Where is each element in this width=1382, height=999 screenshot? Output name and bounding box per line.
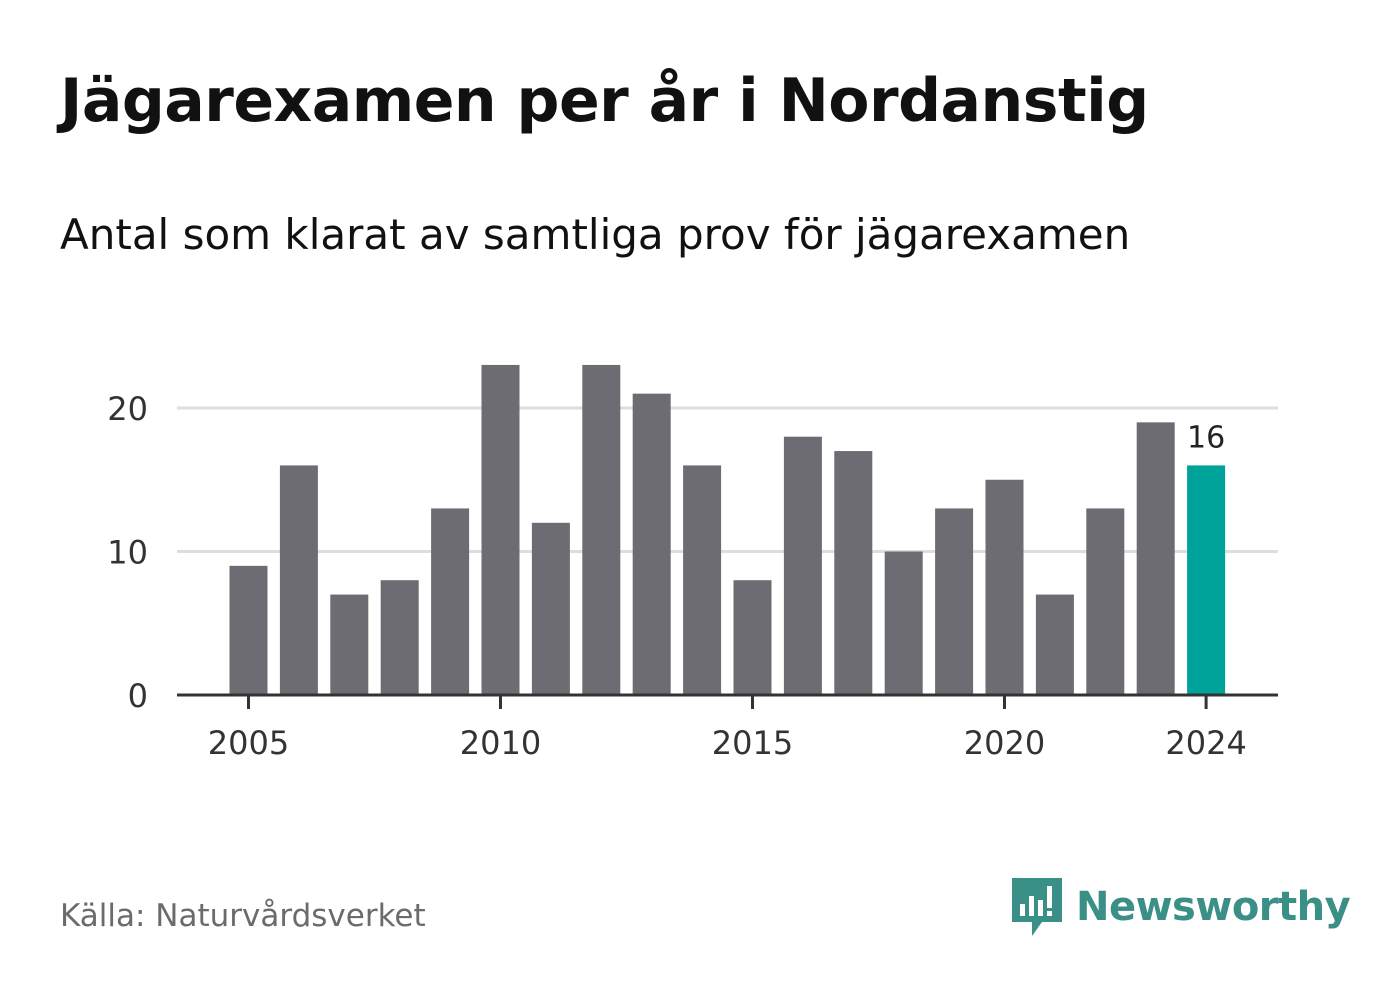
bar-2021 xyxy=(1035,594,1074,695)
chart-title: Jägarexamen per år i Nordanstig xyxy=(60,66,1149,136)
chart-subtitle: Antal som klarat av samtliga prov för jä… xyxy=(60,210,1131,259)
bar-2020 xyxy=(985,479,1024,695)
bar-2015 xyxy=(733,580,772,695)
brand-logo: Newsworthy xyxy=(1010,876,1351,938)
y-tick-label: 10 xyxy=(107,534,148,572)
bar-2011 xyxy=(531,522,570,695)
brand-name: Newsworthy xyxy=(1076,884,1351,930)
bar-2014 xyxy=(683,465,722,695)
y-tick-label: 0 xyxy=(128,677,148,715)
bar-2022 xyxy=(1086,508,1125,695)
data-label: 16 xyxy=(1187,420,1225,455)
bar-2017 xyxy=(834,451,873,695)
bar-2007 xyxy=(330,594,369,695)
x-tick-label: 2010 xyxy=(460,724,541,762)
bar-2013 xyxy=(632,393,671,695)
bar-2005 xyxy=(229,565,268,695)
bar-2019 xyxy=(935,508,974,695)
y-tick-label: 20 xyxy=(107,390,148,428)
x-tick-label: 2015 xyxy=(712,724,793,762)
x-tick-label: 2005 xyxy=(208,724,289,762)
x-tick-label: 2024 xyxy=(1165,724,1246,762)
bar-2023 xyxy=(1136,422,1175,695)
bar-2018 xyxy=(884,551,923,695)
newsworthy-logo-icon xyxy=(1012,878,1062,936)
x-tick-label: 2020 xyxy=(964,724,1045,762)
bar-2010 xyxy=(481,364,520,695)
bar-2024 xyxy=(1187,465,1226,695)
bar-2009 xyxy=(431,508,470,695)
bar-2016 xyxy=(783,436,822,695)
source-note: Källa: Naturvårdsverket xyxy=(60,898,426,934)
bar-2006 xyxy=(279,465,318,695)
bar-2008 xyxy=(380,580,419,695)
bar-2012 xyxy=(582,364,621,695)
